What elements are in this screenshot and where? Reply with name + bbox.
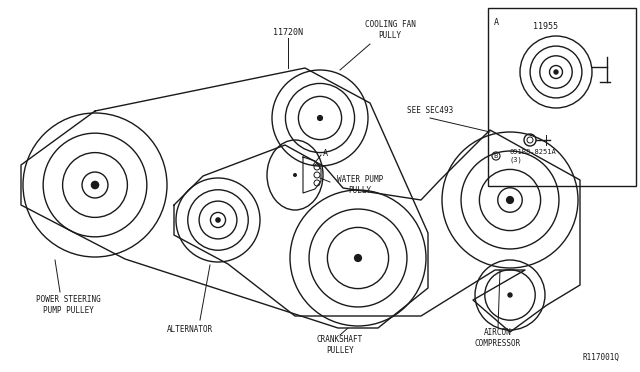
Text: WATER PUMP
PULLY: WATER PUMP PULLY <box>337 175 383 195</box>
Text: ALTERNATOR: ALTERNATOR <box>167 326 213 334</box>
Circle shape <box>317 116 323 121</box>
Text: R117001Q: R117001Q <box>583 353 620 362</box>
Text: B: B <box>494 153 498 159</box>
Text: 11955: 11955 <box>533 22 558 31</box>
Text: COOLING FAN
PULLY: COOLING FAN PULLY <box>365 20 415 40</box>
Text: A: A <box>323 148 328 157</box>
Text: 091B8-8251A
(3): 091B8-8251A (3) <box>510 149 557 163</box>
Text: A: A <box>494 17 499 26</box>
Circle shape <box>92 182 99 189</box>
Circle shape <box>216 218 220 222</box>
Circle shape <box>507 196 513 203</box>
Text: SEE SEC493: SEE SEC493 <box>407 106 453 115</box>
Text: CRANKSHAFT
PULLEY: CRANKSHAFT PULLEY <box>317 335 363 355</box>
Bar <box>488 8 636 186</box>
Text: POWER STEERING
PUMP PULLEY: POWER STEERING PUMP PULLEY <box>36 295 100 315</box>
Circle shape <box>355 254 362 262</box>
Circle shape <box>554 70 558 74</box>
Circle shape <box>293 173 297 177</box>
Circle shape <box>508 293 512 297</box>
Text: AIRCON
COMPRESSOR: AIRCON COMPRESSOR <box>475 328 521 348</box>
Text: 11720N: 11720N <box>273 28 303 36</box>
